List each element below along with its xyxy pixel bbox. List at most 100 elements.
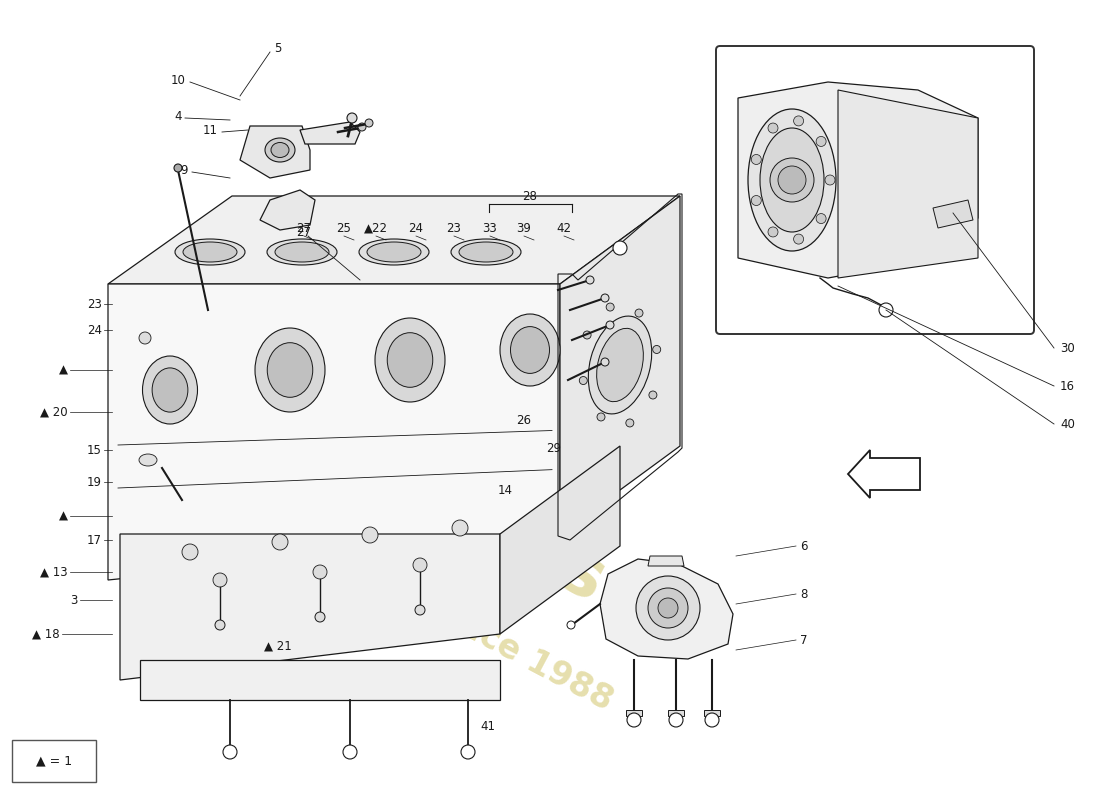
Circle shape: [606, 303, 614, 311]
Text: 3: 3: [70, 594, 78, 606]
FancyBboxPatch shape: [716, 46, 1034, 334]
Ellipse shape: [152, 368, 188, 412]
Text: ▲22: ▲22: [364, 222, 388, 234]
Circle shape: [214, 620, 225, 630]
Ellipse shape: [275, 242, 329, 262]
Circle shape: [412, 558, 427, 572]
Circle shape: [314, 565, 327, 579]
Circle shape: [778, 166, 806, 194]
Circle shape: [635, 309, 643, 317]
Ellipse shape: [183, 242, 236, 262]
Circle shape: [648, 588, 688, 628]
Circle shape: [770, 158, 814, 202]
Ellipse shape: [387, 333, 432, 387]
Polygon shape: [120, 534, 500, 680]
Text: ▲ 21: ▲ 21: [264, 639, 292, 653]
Polygon shape: [560, 196, 680, 534]
Text: 16: 16: [1060, 379, 1075, 393]
Polygon shape: [848, 450, 920, 498]
Text: 14: 14: [498, 483, 513, 497]
Circle shape: [816, 214, 826, 223]
Text: 15: 15: [87, 443, 102, 457]
Circle shape: [174, 164, 182, 172]
Circle shape: [652, 346, 661, 354]
Ellipse shape: [748, 109, 836, 251]
Polygon shape: [260, 190, 315, 230]
Text: 23: 23: [87, 298, 102, 310]
Text: 11: 11: [204, 125, 218, 138]
Text: 40: 40: [1060, 418, 1075, 430]
Text: eurospares: eurospares: [183, 342, 618, 618]
Circle shape: [768, 123, 778, 133]
Circle shape: [613, 241, 627, 255]
Circle shape: [751, 195, 761, 206]
Text: 23: 23: [447, 222, 461, 234]
Text: 4: 4: [175, 110, 182, 123]
Polygon shape: [108, 196, 680, 284]
Ellipse shape: [139, 454, 157, 466]
Text: 8: 8: [800, 587, 807, 601]
Ellipse shape: [265, 138, 295, 162]
Text: ▲ 13: ▲ 13: [41, 566, 68, 578]
Text: 24: 24: [87, 323, 102, 337]
Ellipse shape: [367, 242, 421, 262]
Text: 26: 26: [516, 414, 531, 426]
Ellipse shape: [588, 316, 651, 414]
Circle shape: [566, 621, 575, 629]
Ellipse shape: [451, 239, 521, 265]
Polygon shape: [240, 126, 310, 178]
Circle shape: [139, 332, 151, 344]
Circle shape: [658, 598, 678, 618]
Polygon shape: [704, 710, 720, 716]
Circle shape: [346, 113, 358, 123]
Polygon shape: [838, 90, 978, 278]
Text: 7: 7: [800, 634, 807, 646]
Text: 28: 28: [522, 190, 538, 202]
Ellipse shape: [359, 239, 429, 265]
Circle shape: [669, 713, 683, 727]
Text: 33: 33: [483, 222, 497, 234]
Polygon shape: [140, 660, 500, 700]
Polygon shape: [738, 82, 978, 278]
Circle shape: [583, 331, 591, 339]
Circle shape: [636, 576, 700, 640]
Text: ▲: ▲: [59, 363, 68, 377]
Circle shape: [362, 527, 378, 543]
Text: ▲ 18: ▲ 18: [32, 627, 60, 641]
Circle shape: [649, 391, 657, 399]
Circle shape: [343, 745, 358, 759]
Circle shape: [627, 713, 641, 727]
Text: 6: 6: [800, 539, 807, 553]
Text: 24: 24: [408, 222, 424, 234]
Ellipse shape: [500, 314, 560, 386]
Polygon shape: [626, 710, 642, 716]
Text: 17: 17: [87, 534, 102, 546]
Circle shape: [358, 123, 366, 131]
Text: ▲: ▲: [59, 510, 68, 522]
Circle shape: [182, 544, 198, 560]
Polygon shape: [933, 200, 974, 228]
Ellipse shape: [459, 242, 513, 262]
Ellipse shape: [255, 328, 324, 412]
Circle shape: [461, 745, 475, 759]
Circle shape: [213, 573, 227, 587]
Circle shape: [606, 321, 614, 329]
Circle shape: [626, 419, 634, 427]
Circle shape: [452, 520, 468, 536]
Circle shape: [415, 605, 425, 615]
Polygon shape: [600, 559, 733, 659]
Text: 5: 5: [274, 42, 282, 55]
Text: 27: 27: [297, 226, 311, 238]
Text: 27: 27: [297, 222, 311, 234]
Ellipse shape: [510, 326, 550, 374]
Circle shape: [586, 276, 594, 284]
Circle shape: [816, 137, 826, 146]
Polygon shape: [668, 710, 684, 716]
Circle shape: [223, 745, 236, 759]
Polygon shape: [648, 556, 684, 566]
Ellipse shape: [143, 356, 198, 424]
Text: 42: 42: [557, 222, 572, 234]
Circle shape: [879, 303, 893, 317]
Polygon shape: [500, 446, 620, 634]
Circle shape: [601, 294, 609, 302]
